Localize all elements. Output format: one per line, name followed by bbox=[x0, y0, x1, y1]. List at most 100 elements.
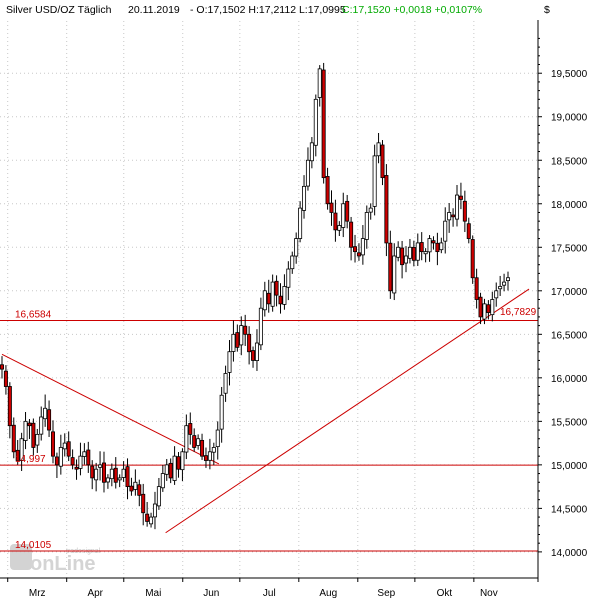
y-tick-label: 19,0000 bbox=[551, 113, 588, 124]
candle-body bbox=[3, 370, 8, 387]
candle-body bbox=[180, 451, 185, 471]
candle-body bbox=[431, 240, 436, 244]
candle-body bbox=[50, 431, 55, 457]
candle-body bbox=[286, 268, 291, 288]
level-label: 14,0105 bbox=[15, 540, 52, 551]
candle-body bbox=[145, 513, 150, 522]
candle-body bbox=[325, 176, 330, 205]
candle-body bbox=[490, 299, 495, 316]
candle-body bbox=[305, 159, 310, 187]
candle-body bbox=[207, 451, 212, 461]
y-tick-label: 17,5000 bbox=[551, 243, 588, 254]
level-label: 16,6584 bbox=[15, 310, 52, 321]
trendline-label: 16,7829 bbox=[500, 307, 537, 318]
candle-body bbox=[90, 465, 95, 479]
candle-body bbox=[494, 290, 499, 299]
x-tick-label: Jul bbox=[263, 588, 276, 599]
candle-body bbox=[43, 407, 48, 420]
trendline bbox=[1, 353, 220, 465]
candle-body bbox=[31, 422, 36, 448]
candle-body bbox=[188, 423, 193, 435]
x-tick-label: Mai bbox=[145, 588, 161, 599]
candle-body bbox=[78, 455, 83, 469]
candle-body bbox=[384, 175, 389, 244]
watermark-sub: tradesignal bbox=[66, 548, 101, 555]
candle-body bbox=[125, 466, 130, 488]
candle-body bbox=[345, 200, 350, 222]
candle-body bbox=[239, 325, 244, 346]
candle-body bbox=[70, 457, 75, 466]
y-tick-label: 16,0000 bbox=[551, 374, 588, 385]
candle-body bbox=[121, 468, 126, 478]
candle-body bbox=[321, 69, 326, 179]
candle-body bbox=[282, 286, 287, 305]
candle-body bbox=[39, 416, 44, 435]
y-tick-label: 15,5000 bbox=[551, 417, 588, 428]
candle-body bbox=[356, 252, 361, 257]
candle-body bbox=[203, 455, 208, 461]
candle-body bbox=[27, 422, 32, 427]
candle-body bbox=[211, 447, 216, 453]
candle-body bbox=[451, 214, 456, 218]
candle-body bbox=[443, 220, 448, 242]
y-tick-label: 14,5000 bbox=[551, 504, 588, 515]
candle-body bbox=[176, 456, 181, 470]
candle-body bbox=[247, 333, 252, 353]
trendline bbox=[165, 288, 530, 534]
y-tick-label: 17,0000 bbox=[551, 287, 588, 298]
candle-body bbox=[168, 462, 173, 479]
candle-body bbox=[82, 451, 87, 457]
candle-body bbox=[353, 246, 358, 253]
candle-body bbox=[462, 200, 467, 222]
candle-body bbox=[160, 473, 165, 489]
candle-body bbox=[219, 394, 224, 430]
candle-body bbox=[411, 246, 416, 261]
candle-body bbox=[94, 468, 99, 481]
candle-body bbox=[227, 351, 232, 373]
candle-body bbox=[388, 242, 393, 292]
candle-body bbox=[407, 246, 412, 259]
candle-body bbox=[486, 304, 491, 313]
candle-body bbox=[231, 333, 236, 352]
candle-body bbox=[54, 456, 59, 466]
chart-ohlc: - O:17,1502 H:17,2112 L:17,0995 bbox=[190, 4, 346, 16]
candle-body bbox=[223, 373, 228, 394]
candle-body bbox=[435, 242, 440, 253]
candle-body bbox=[447, 212, 452, 221]
level-label: 14,997 bbox=[15, 454, 46, 465]
candle-body bbox=[294, 238, 299, 257]
candle-body bbox=[455, 194, 460, 220]
chart-date: 20.11.2019 bbox=[128, 4, 180, 16]
candle-body bbox=[474, 277, 479, 300]
candle-body bbox=[400, 247, 405, 266]
candle-body bbox=[498, 286, 503, 290]
candle-body bbox=[137, 484, 142, 496]
candle-body bbox=[149, 516, 154, 525]
candle-body bbox=[215, 429, 220, 448]
candle-body bbox=[15, 449, 20, 461]
x-tick-label: Mrz bbox=[29, 588, 46, 599]
candle-body bbox=[317, 68, 322, 98]
candle-body bbox=[404, 255, 409, 264]
candle-body bbox=[298, 207, 303, 239]
candle-body bbox=[62, 442, 67, 450]
y-tick-label: 15,0000 bbox=[551, 461, 588, 472]
candle-body bbox=[313, 98, 318, 146]
y-tick-label: 16,5000 bbox=[551, 330, 588, 341]
candle-body bbox=[364, 212, 369, 240]
support-levels bbox=[0, 320, 538, 552]
x-tick-label: Apr bbox=[87, 588, 103, 599]
x-tick-label: Aug bbox=[319, 588, 337, 599]
candle-body bbox=[502, 281, 507, 286]
trendlines bbox=[1, 288, 530, 534]
candle-body bbox=[478, 296, 483, 318]
candle-body bbox=[302, 185, 307, 211]
candle-body bbox=[458, 195, 463, 200]
candle-body bbox=[505, 277, 510, 282]
candle-body bbox=[184, 425, 189, 453]
candle-body bbox=[196, 438, 201, 446]
candle-body bbox=[192, 435, 197, 448]
candle-body bbox=[372, 155, 377, 207]
